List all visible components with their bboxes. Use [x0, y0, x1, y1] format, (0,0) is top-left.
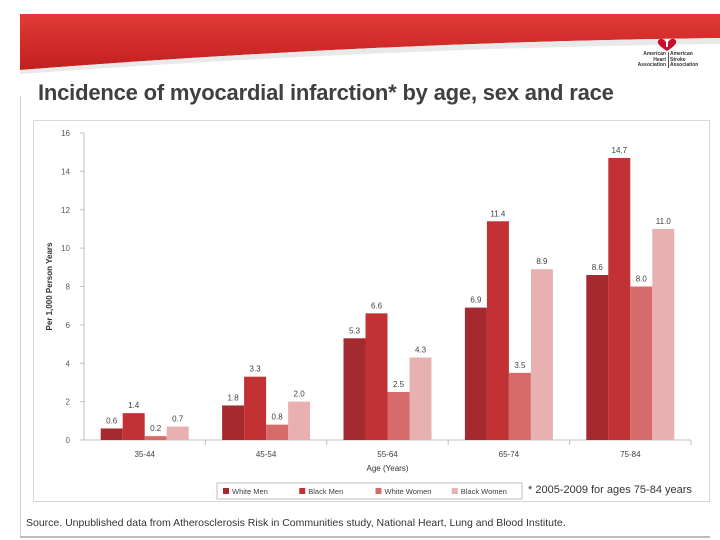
data-label: 6.9 — [470, 296, 482, 305]
data-label: 8.9 — [536, 257, 548, 266]
header-banner — [20, 14, 720, 74]
bottom-rule — [20, 536, 710, 538]
y-tick-label: 2 — [66, 398, 71, 407]
data-label: 6.6 — [371, 301, 383, 310]
bar — [365, 313, 388, 440]
legend-label: Black Women — [461, 487, 507, 496]
y-axis-label: Per 1,000 Person Years — [45, 242, 54, 330]
bar — [166, 426, 189, 440]
bar — [530, 269, 553, 440]
x-axis-label: Age (Years) — [367, 464, 409, 473]
bar — [222, 405, 245, 440]
left-rule — [20, 96, 21, 536]
legend-box — [216, 482, 523, 500]
data-label: 2.5 — [393, 380, 405, 389]
logo-text-asa: American Stroke Association — [670, 51, 699, 68]
legend-swatch — [299, 488, 306, 494]
bar — [100, 428, 123, 440]
data-label: 11.0 — [656, 217, 672, 226]
x-tick-label: 65-74 — [499, 450, 520, 459]
data-label: 1.4 — [128, 401, 140, 410]
data-label: 3.3 — [250, 365, 262, 374]
bar — [266, 424, 289, 440]
legend-swatch — [451, 488, 458, 494]
bar — [608, 157, 631, 440]
y-tick-label: 8 — [66, 283, 71, 292]
x-tick-label: 55-64 — [377, 450, 398, 459]
bar — [288, 401, 311, 440]
banner-shape — [20, 14, 720, 70]
data-label: 11.4 — [490, 209, 506, 218]
bar — [630, 286, 653, 440]
bar — [409, 357, 432, 440]
data-label: 0.7 — [172, 415, 184, 424]
data-label: 4.3 — [415, 345, 427, 354]
bar — [486, 221, 509, 440]
bar — [464, 307, 487, 440]
banner-gray-stripe — [20, 38, 720, 74]
legend-swatch — [223, 488, 229, 494]
slide-title: Incidence of myocardial infarction* by a… — [38, 80, 614, 105]
y-tick-label: 0 — [66, 436, 71, 445]
data-label: 3.5 — [514, 361, 526, 370]
data-label: 8.6 — [592, 263, 604, 272]
source-note: Source. Unpublished data from Atheroscle… — [26, 517, 566, 529]
y-tick-label: 14 — [61, 167, 70, 176]
data-label: 5.3 — [349, 326, 361, 335]
y-tick-label: 10 — [61, 244, 70, 253]
bar — [586, 274, 609, 440]
bar — [652, 228, 675, 440]
x-tick-label: 35-44 — [134, 450, 155, 459]
y-tick-label: 6 — [66, 321, 71, 330]
data-label: 0.6 — [106, 416, 118, 425]
x-tick-label: 45-54 — [256, 450, 277, 459]
bar — [144, 436, 167, 440]
bar — [508, 372, 531, 440]
legend-label: White Women — [385, 487, 432, 496]
logo-separator — [668, 52, 669, 68]
y-tick-label: 4 — [66, 359, 71, 368]
bar — [122, 413, 145, 440]
bar — [244, 376, 267, 440]
bar — [343, 338, 366, 440]
data-label: 0.2 — [150, 424, 162, 433]
data-label: 1.8 — [228, 393, 240, 402]
logo-text-aha: American Heart Association — [637, 51, 666, 68]
bar-chart: 0 2 4 6 8 10 12 14 16 Per 1,000 Person Years 0.6 1.… — [45, 129, 692, 500]
legend-swatch — [375, 488, 382, 494]
data-label: 8.0 — [636, 275, 648, 284]
y-tick-label: 16 — [61, 129, 70, 138]
heart-torch-icon — [657, 38, 677, 51]
legend-label: White Men — [232, 487, 268, 496]
aha-asa-logo: American Heart Association American Stro… — [628, 38, 714, 68]
chart-frame: 0 2 4 6 8 10 12 14 16 Per 1,000 Person Years 0.6 1.… — [33, 120, 710, 502]
data-label: 14.7 — [612, 146, 628, 155]
legend-label: Black Men — [308, 487, 343, 496]
y-tick-label: 12 — [61, 206, 70, 215]
x-tick-label: 75-84 — [620, 450, 641, 459]
bar — [387, 392, 410, 440]
data-label: 0.8 — [272, 413, 284, 422]
data-label: 2.0 — [294, 390, 306, 399]
footnote: * 2005-2009 for ages 75-84 years — [528, 484, 692, 496]
